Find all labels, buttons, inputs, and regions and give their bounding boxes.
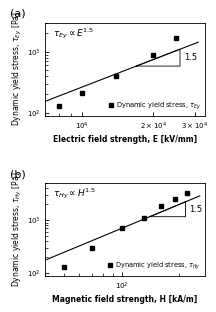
Line: Dynamic yield stress, $\tau_{Ey}$: Dynamic yield stress, $\tau_{Ey}$: [57, 36, 178, 108]
Dynamic yield stress, $\tau_{Hy}$: [186, 191, 189, 195]
Text: (a): (a): [10, 9, 26, 19]
Dynamic yield stress, $\tau_{Ey}$: [58, 104, 60, 108]
Y-axis label: Dynamic yield stress, $\tau_{Hy}$ [Pa]: Dynamic yield stress, $\tau_{Hy}$ [Pa]: [11, 172, 24, 287]
Dynamic yield stress, $\tau_{Hy}$: [160, 205, 162, 208]
Dynamic yield stress, $\tau_{Hy}$: [142, 216, 145, 220]
Legend: Dynamic yield stress, $\tau_{Hy}$: Dynamic yield stress, $\tau_{Hy}$: [107, 260, 201, 272]
Text: $\tau_{Hy} \propto \mathit{H}^{1.5}$: $\tau_{Hy} \propto \mathit{H}^{1.5}$: [53, 187, 96, 201]
Line: Dynamic yield stress, $\tau_{Hy}$: Dynamic yield stress, $\tau_{Hy}$: [62, 191, 189, 269]
Dynamic yield stress, $\tau_{Ey}$: [175, 36, 177, 40]
Dynamic yield stress, $\tau_{Ey}$: [115, 74, 118, 78]
X-axis label: Electric field strength, E [kV/mm]: Electric field strength, E [kV/mm]: [53, 134, 197, 144]
X-axis label: Magnetic field strength, H [kA/m]: Magnetic field strength, H [kA/m]: [52, 295, 197, 304]
Dynamic yield stress, $\tau_{Ey}$: [152, 53, 154, 56]
Dynamic yield stress, $\tau_{Hy}$: [120, 227, 123, 230]
Dynamic yield stress, $\tau_{Hy}$: [91, 246, 93, 250]
Text: 1.5: 1.5: [189, 205, 202, 214]
Y-axis label: Dynamic yield stress, $\tau_{Ey}$ [Pa]: Dynamic yield stress, $\tau_{Ey}$ [Pa]: [11, 12, 24, 126]
Dynamic yield stress, $\tau_{Ey}$: [81, 91, 83, 95]
Text: 1.5: 1.5: [184, 53, 197, 62]
Text: $\tau_{Ey} \propto E^{1.5}$: $\tau_{Ey} \propto E^{1.5}$: [53, 27, 94, 41]
Dynamic yield stress, $\tau_{Hy}$: [62, 266, 65, 269]
Dynamic yield stress, $\tau_{Hy}$: [174, 197, 176, 201]
Legend: Dynamic yield stress, $\tau_{Ey}$: Dynamic yield stress, $\tau_{Ey}$: [108, 100, 201, 112]
Text: (b): (b): [10, 169, 26, 179]
